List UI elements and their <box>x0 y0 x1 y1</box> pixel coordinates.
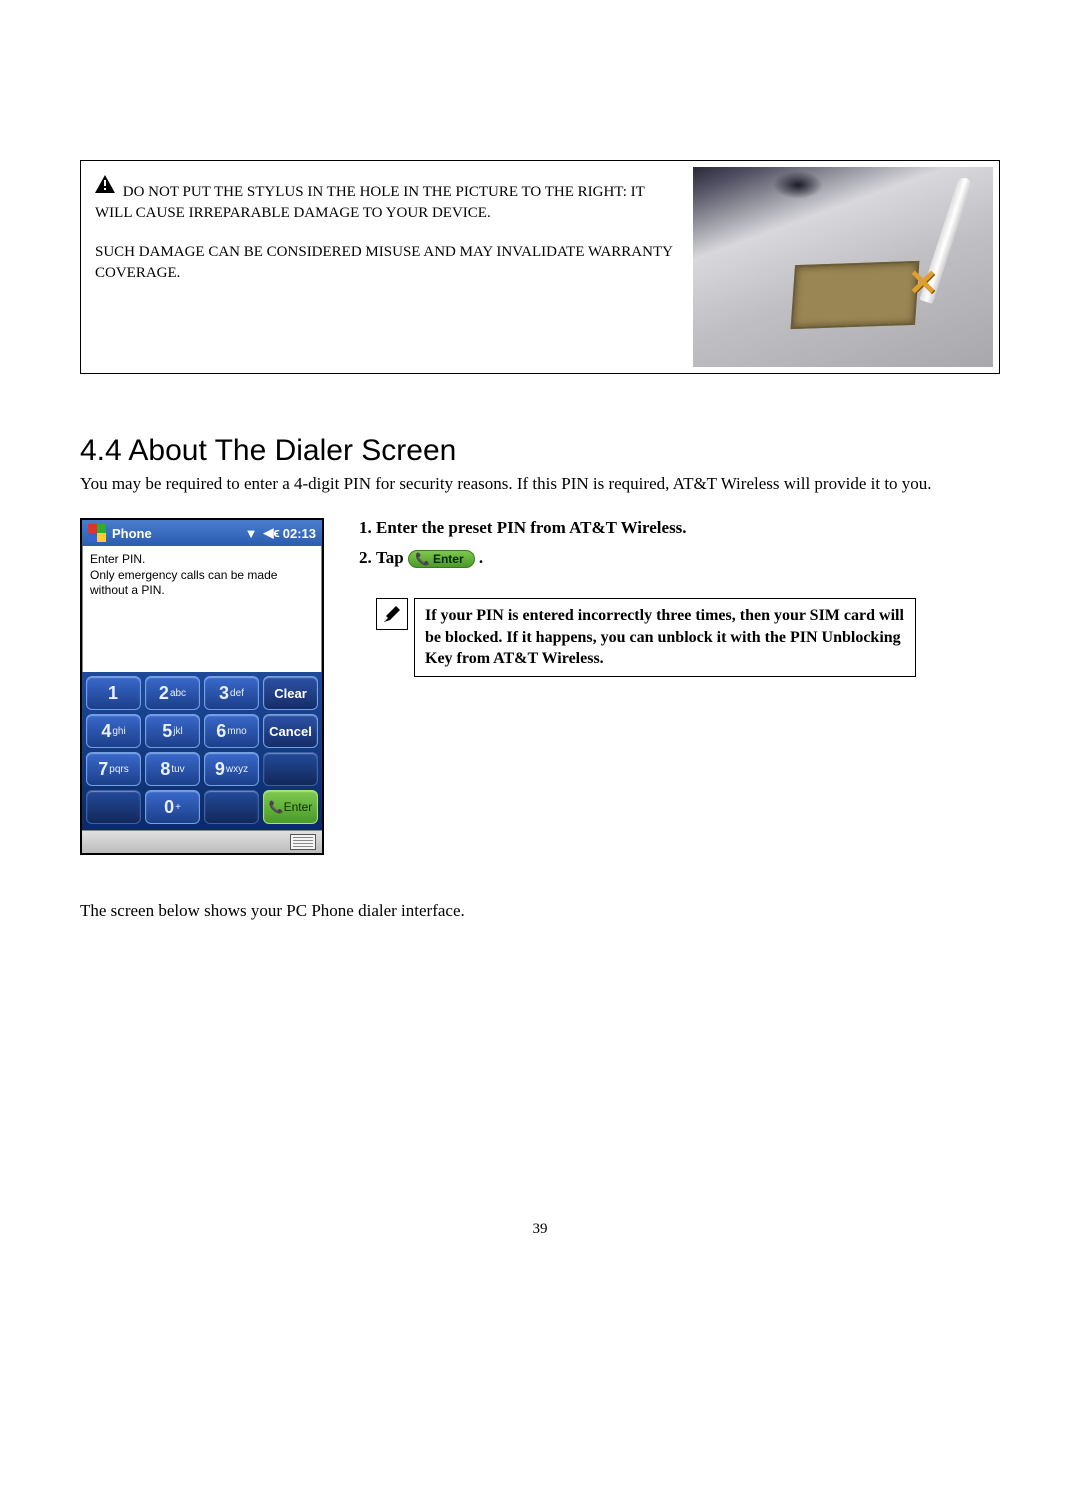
instructions: Enter the preset PIN from AT&T Wireless.… <box>352 518 1000 677</box>
step-1: Enter the preset PIN from AT&T Wireless. <box>376 518 1000 538</box>
phone-msg-line2: Only emergency calls can be made without… <box>90 568 314 599</box>
signal-icon: ▼ <box>245 526 258 541</box>
note-box: If your PIN is entered incorrectly three… <box>376 598 916 677</box>
key-enter[interactable]: 📞Enter <box>263 790 318 824</box>
note-text: If your PIN is entered incorrectly three… <box>414 598 916 677</box>
phone-clock: 02:13 <box>283 526 316 541</box>
key-empty-1 <box>263 752 318 786</box>
step-2: Tap 📞Enter . <box>376 548 1000 568</box>
key-empty-3 <box>204 790 259 824</box>
key-8[interactable]: 8tuv <box>145 752 200 786</box>
key-7[interactable]: 7pqrs <box>86 752 141 786</box>
phone-keypad: 1 2abc 3def Clear 4ghi 5jkl 6mno Cancel … <box>82 672 322 830</box>
phone-message-area: Enter PIN. Only emergency calls can be m… <box>82 546 322 672</box>
phone-titlebar: Phone ▼ ◀ϵ 02:13 <box>82 520 322 546</box>
warning-text: DO NOT PUT THE STYLUS IN THE HOLE IN THE… <box>87 167 693 367</box>
section-heading: 4.4 About The Dialer Screen <box>80 434 1000 468</box>
warning-paragraph-2: SUCH DAMAGE CAN BE CONSIDERED MISUSE AND… <box>95 242 673 284</box>
warning-box: DO NOT PUT THE STYLUS IN THE HOLE IN THE… <box>80 160 1000 374</box>
phone-handset-icon: 📞 <box>415 552 430 566</box>
warning-triangle-icon <box>95 175 115 200</box>
key-3[interactable]: 3def <box>204 676 259 710</box>
enter-badge: 📞Enter <box>408 550 475 568</box>
step-2-pre: Tap <box>376 548 408 567</box>
device-illustration: ✕ <box>693 167 993 367</box>
intro-text: You may be required to enter a 4-digit P… <box>80 474 1000 494</box>
key-6[interactable]: 6mno <box>204 714 259 748</box>
warning-paragraph-1: DO NOT PUT THE STYLUS IN THE HOLE IN THE… <box>95 184 645 221</box>
key-5[interactable]: 5jkl <box>145 714 200 748</box>
key-4[interactable]: 4ghi <box>86 714 141 748</box>
after-text: The screen below shows your PC Phone dia… <box>80 901 1000 921</box>
key-clear[interactable]: Clear <box>263 676 318 710</box>
step-2-post: . <box>479 548 483 567</box>
x-mark-icon: ✕ <box>908 262 938 304</box>
key-empty-2 <box>86 790 141 824</box>
key-cancel[interactable]: Cancel <box>263 714 318 748</box>
page-number: 39 <box>80 1221 1000 1238</box>
key-0[interactable]: 0+ <box>145 790 200 824</box>
note-pencil-icon <box>376 598 408 630</box>
key-2[interactable]: 2abc <box>145 676 200 710</box>
phone-icon: 📞 <box>269 800 284 814</box>
key-1[interactable]: 1 <box>86 676 141 710</box>
keyboard-icon[interactable] <box>290 834 316 850</box>
speaker-icon: ◀ϵ <box>264 525 280 541</box>
phone-screenshot: Phone ▼ ◀ϵ 02:13 Enter PIN. Only emergen… <box>80 518 324 855</box>
phone-bottom-bar <box>82 830 322 853</box>
phone-app-title: Phone <box>112 526 152 541</box>
phone-msg-line1: Enter PIN. <box>90 552 314 568</box>
start-flag-icon <box>88 524 106 542</box>
key-9[interactable]: 9wxyz <box>204 752 259 786</box>
